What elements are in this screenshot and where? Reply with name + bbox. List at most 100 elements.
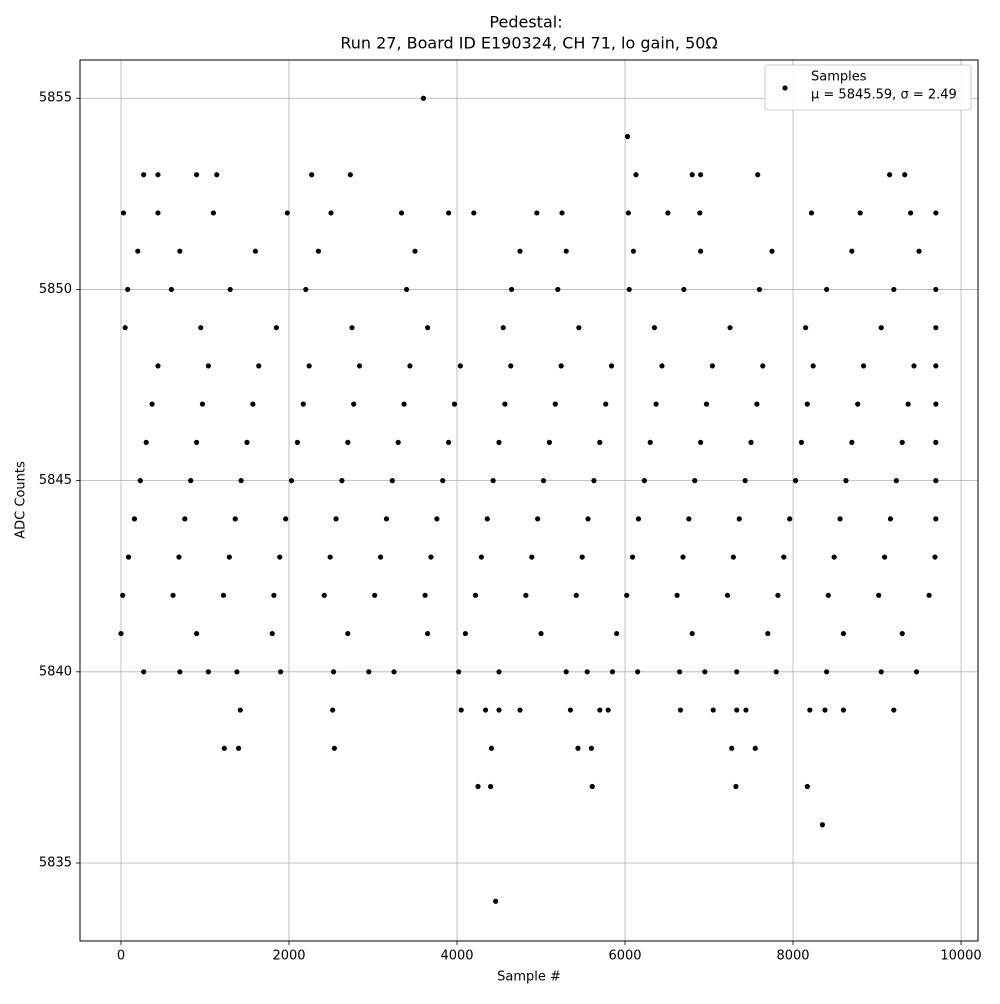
point [824, 286, 830, 293]
point [810, 363, 816, 369]
chart-title: Pedestal: [489, 13, 562, 32]
point [860, 363, 867, 369]
point [808, 210, 815, 216]
point [395, 439, 401, 445]
y-tick-label: 5840 [39, 664, 72, 679]
point [502, 401, 508, 407]
point [496, 669, 502, 675]
plot-frame [79, 59, 979, 942]
point [193, 630, 200, 637]
point [926, 592, 932, 598]
point [356, 363, 363, 369]
point [626, 286, 632, 293]
point [559, 210, 565, 216]
y-tick-label: 5855 [39, 91, 72, 106]
point [831, 554, 837, 560]
point [899, 439, 905, 445]
point [584, 669, 590, 675]
point [278, 669, 284, 675]
point [933, 401, 939, 407]
grid: 0 2000 4000 6000 8000 10000 5835 5840 5845 5850 58… [39, 60, 982, 964]
point [933, 439, 939, 445]
point [933, 478, 939, 484]
point [478, 554, 484, 560]
x-tick-label: 4000 [440, 949, 473, 964]
point [822, 707, 828, 713]
point [425, 325, 431, 331]
point [819, 822, 826, 828]
point [177, 669, 183, 675]
point [891, 707, 897, 713]
point [697, 210, 703, 216]
point [446, 210, 452, 216]
point [933, 516, 939, 522]
point [887, 172, 893, 178]
point [256, 363, 262, 369]
point [743, 707, 749, 713]
point [876, 592, 882, 598]
point [214, 172, 220, 178]
point [271, 592, 277, 598]
point [125, 554, 132, 560]
point [401, 401, 407, 407]
point [933, 363, 939, 369]
point [488, 783, 494, 790]
point [891, 286, 897, 293]
point [609, 669, 616, 675]
point [734, 669, 740, 675]
point [647, 439, 653, 445]
point [804, 783, 810, 790]
point [333, 516, 339, 522]
point [244, 439, 250, 445]
point [141, 669, 147, 675]
point [155, 363, 161, 369]
point [563, 669, 569, 675]
point [908, 210, 914, 216]
point [674, 592, 680, 598]
point [624, 592, 630, 598]
point [680, 554, 686, 560]
point [755, 172, 761, 178]
point [742, 478, 748, 484]
point [677, 669, 683, 675]
point [141, 172, 147, 178]
point [422, 592, 428, 598]
point [170, 592, 176, 598]
point [538, 630, 544, 637]
point [284, 210, 290, 216]
point [205, 669, 211, 675]
x-tick-label: 0 [117, 949, 125, 964]
point [425, 630, 431, 637]
point [232, 516, 238, 522]
point [372, 592, 378, 598]
point [198, 325, 204, 331]
point [508, 363, 514, 369]
points [118, 95, 939, 904]
point [573, 592, 579, 598]
point [237, 707, 243, 713]
point [597, 439, 603, 445]
point [765, 630, 771, 637]
point [383, 516, 390, 522]
point [792, 478, 799, 484]
point [724, 592, 731, 598]
point [534, 210, 540, 216]
point [933, 210, 939, 216]
point [807, 707, 813, 713]
point [345, 439, 351, 445]
legend-box [764, 64, 972, 111]
point [614, 630, 620, 637]
point [125, 286, 131, 293]
point [760, 363, 766, 369]
point [878, 669, 884, 675]
point [176, 554, 182, 560]
point [902, 172, 908, 178]
point [120, 592, 126, 598]
point [118, 630, 124, 637]
point [698, 439, 704, 445]
point [702, 669, 708, 675]
point [488, 745, 495, 751]
point [193, 439, 200, 445]
point [840, 707, 847, 713]
point [428, 554, 434, 560]
